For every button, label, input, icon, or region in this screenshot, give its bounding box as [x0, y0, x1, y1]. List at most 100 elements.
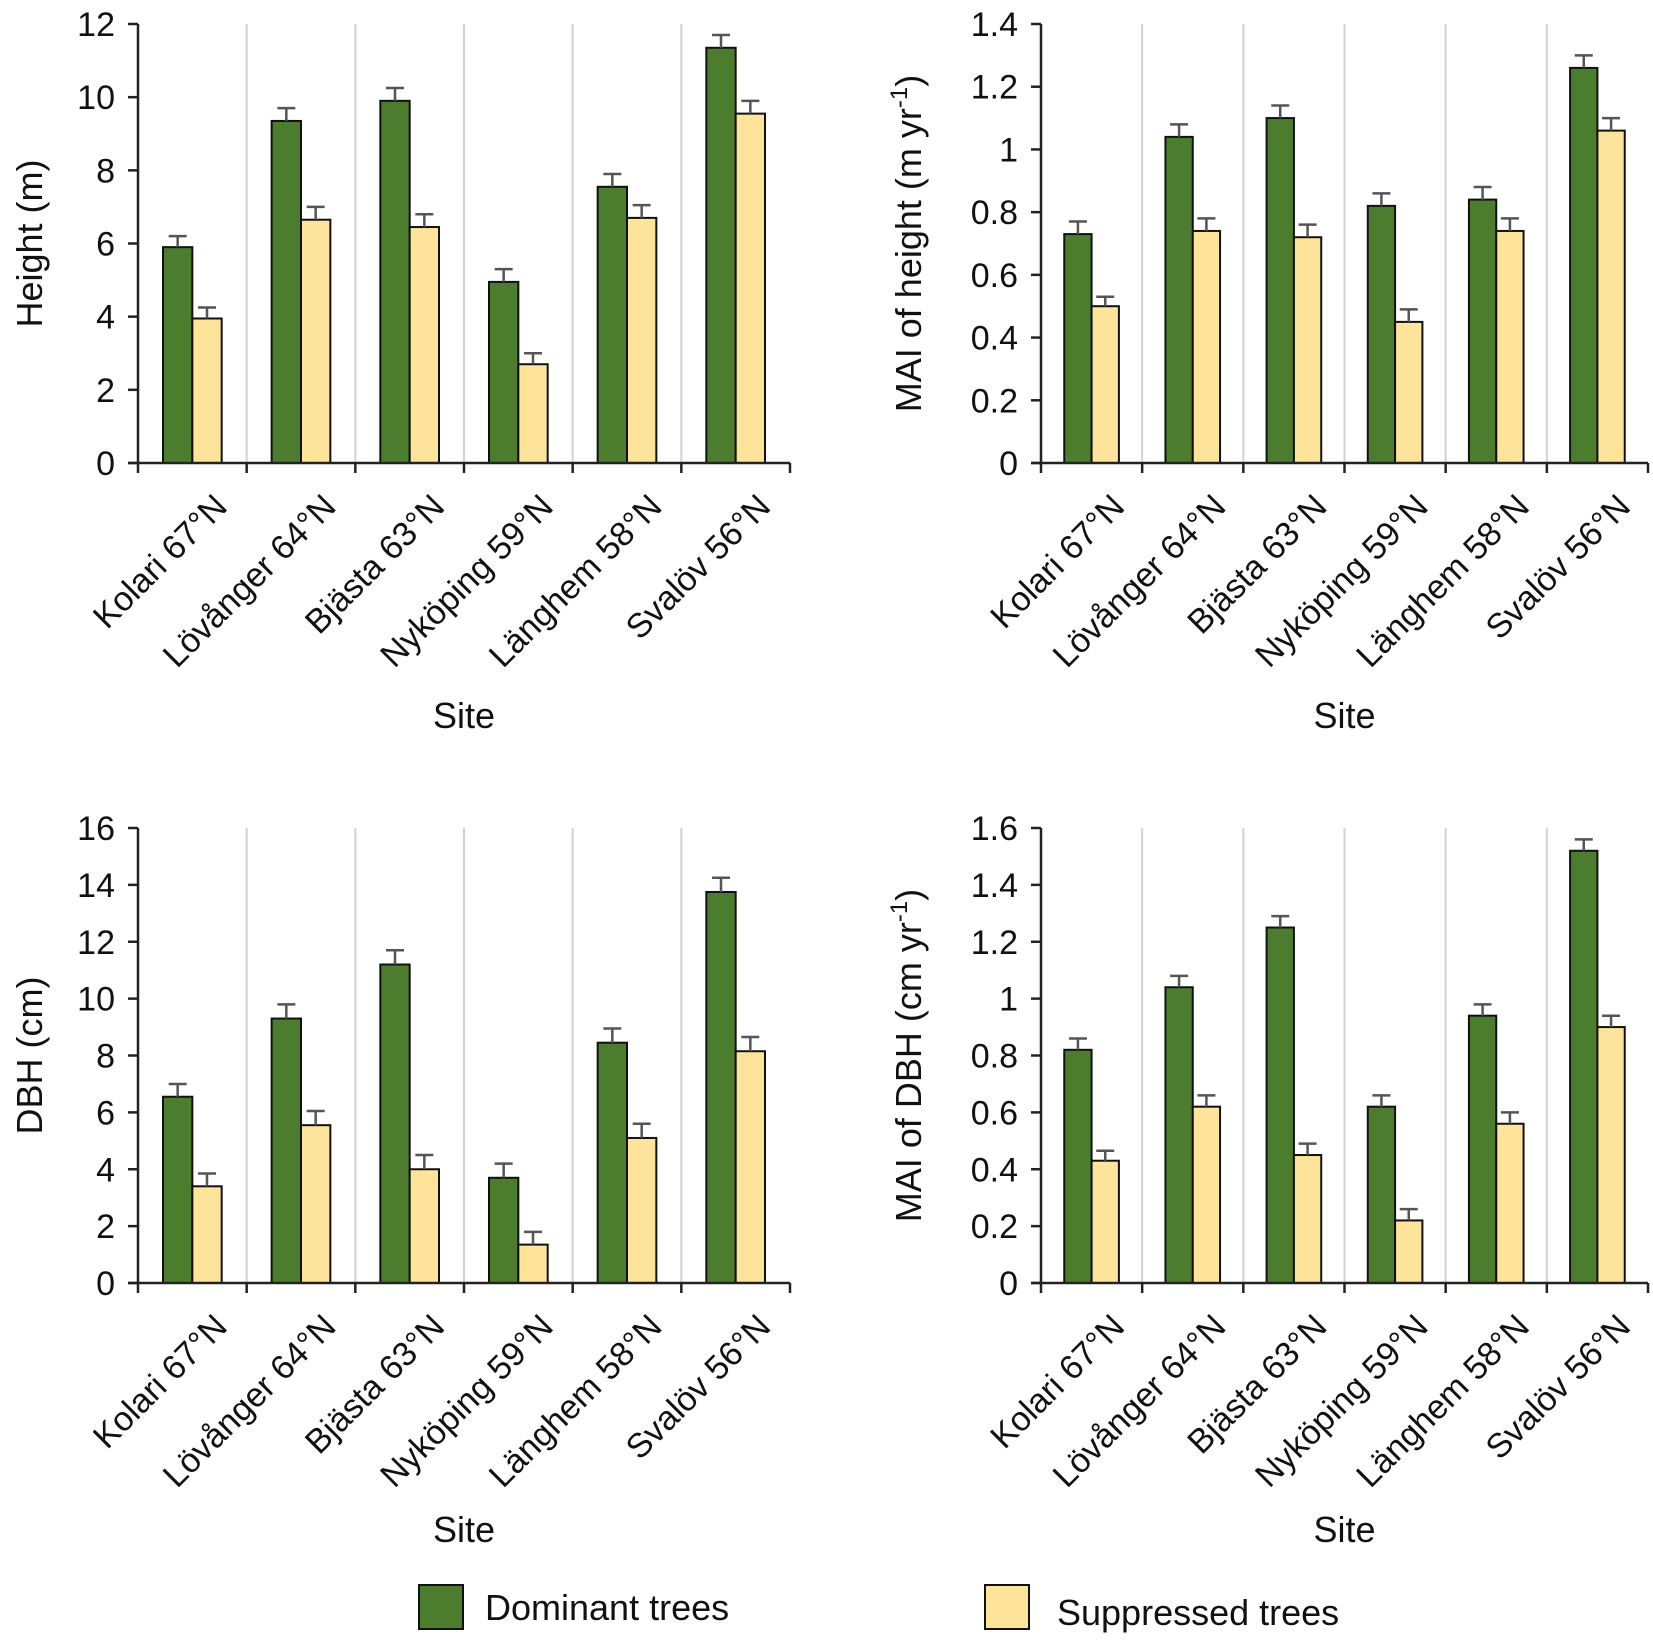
dbh-y-tick-label-6: 12	[77, 924, 115, 962]
dbh-suppressed-bar-5	[734, 1050, 767, 1284]
mai-dbh-y-axis-title-main: MAI of DBH (cm yr	[888, 922, 929, 1222]
mai-dbh-y-axis-title: MAI of DBH (cm yr-1)	[886, 889, 929, 1222]
mai-dbh-y-tick-label-4: 0.8	[971, 1038, 1018, 1076]
mai-height-suppressed-bar-0	[1090, 305, 1120, 465]
mai-dbh-suppressed-bar-5	[1596, 1026, 1626, 1284]
dbh-dominant-bar-4	[596, 1041, 628, 1284]
height-suppressed-bar-5	[734, 112, 767, 464]
height-dominant-bar-2	[379, 99, 411, 464]
legend-dominant-swatch	[418, 1584, 464, 1630]
height-x-axis-title: Site	[433, 695, 495, 736]
mai-height-x-tick-label-3: Nyköping 59°N	[1248, 487, 1436, 675]
height-suppressed-bar-0	[191, 317, 223, 464]
dbh-dominant-bar-1	[270, 1017, 303, 1284]
mai-height-x-tick-label-4: Länghem 58°N	[1349, 487, 1537, 675]
dbh-suppressed-bar-2	[408, 1168, 441, 1284]
mai-height-suppressed-bar-2	[1292, 236, 1323, 464]
height-y-axis-title: Height (m)	[9, 159, 50, 327]
height-y-tick-label-3: 6	[96, 226, 115, 264]
mai-dbh-y-tick-label-1: 0.2	[971, 1208, 1018, 1246]
height-y-axis-title-main: Height (m)	[9, 159, 50, 327]
height-suppressed-bar-2	[408, 226, 441, 464]
mai-dbh-suppressed-bar-1	[1191, 1105, 1222, 1284]
mai-dbh-y-tick-label-3: 0.6	[971, 1094, 1018, 1132]
mai-height-y-tick-label-4: 0.8	[971, 194, 1018, 232]
mai-dbh-x-tick-label-4: Länghem 58°N	[1349, 1307, 1537, 1495]
mai-dbh-dominant-bar-4	[1467, 1014, 1498, 1284]
dbh-y-tick-label-4: 8	[96, 1038, 115, 1076]
mai-dbh-dominant-bar-5	[1569, 849, 1599, 1284]
mai-height-x-axis-title: Site	[1313, 695, 1375, 736]
height-y-tick-label-1: 2	[96, 372, 115, 410]
mai-height-dominant-bar-0	[1063, 233, 1093, 464]
mai-dbh-y-tick-label-8: 1.6	[971, 810, 1018, 848]
legend-suppressed-label: Suppressed trees	[1057, 1592, 1339, 1633]
height-y-tick-label-2: 4	[96, 299, 115, 337]
height-y-tick-label-6: 12	[77, 6, 115, 44]
dbh-y-tick-label-0: 0	[96, 1265, 115, 1303]
mai-dbh-dominant-bar-1	[1164, 986, 1194, 1284]
dbh-y-tick-label-8: 16	[77, 810, 115, 848]
mai-dbh-dominant-bar-3	[1366, 1105, 1397, 1284]
mai-height-y-tick-label-2: 0.4	[971, 320, 1018, 358]
dbh-y-tick-label-7: 14	[77, 867, 115, 905]
mai-height-dominant-bar-2	[1265, 117, 1295, 464]
height-suppressed-bar-4	[626, 216, 658, 464]
mai-dbh-dominant-bar-0	[1063, 1048, 1093, 1284]
mai-height-dominant-bar-4	[1467, 198, 1498, 464]
mai-dbh-dominant-bar-2	[1265, 926, 1295, 1284]
height-dominant-bar-0	[161, 246, 194, 464]
mai-height-y-axis-title-main: MAI of height (m yr	[888, 108, 929, 412]
mai-height-y-tick-label-3: 0.6	[971, 257, 1018, 295]
dbh-y-tick-label-3: 6	[96, 1094, 115, 1132]
mai-height-y-tick-label-6: 1.2	[971, 69, 1018, 107]
mai-dbh-y-tick-label-0: 0	[999, 1265, 1018, 1303]
mai-dbh-y-axis-title-end: )	[888, 889, 929, 901]
height-dominant-bar-3	[487, 280, 520, 464]
height-suppressed-bar-3	[517, 363, 549, 465]
mai-height-y-tick-label-5: 1	[999, 131, 1018, 169]
legend: Dominant trees Suppressed trees	[418, 1584, 1339, 1633]
mai-height-y-tick-label-1: 0.2	[971, 382, 1018, 420]
mai-height-dominant-bar-5	[1569, 66, 1599, 465]
mai-dbh-x-axis-title: Site	[1313, 1509, 1375, 1550]
dbh-dominant-bar-3	[487, 1176, 520, 1284]
mai-height-suppressed-bar-1	[1191, 229, 1222, 464]
mai-height-y-tick-label-0: 0	[999, 445, 1018, 483]
dbh-dominant-bar-2	[379, 963, 411, 1284]
dbh-y-axis-title: DBH (cm)	[9, 977, 50, 1135]
dbh-y-tick-label-5: 10	[77, 981, 115, 1019]
mai-dbh-y-tick-label-5: 1	[999, 981, 1018, 1019]
mai-height-y-axis-title-end: )	[888, 75, 929, 87]
dbh-x-axis-title: Site	[433, 1509, 495, 1550]
mai-dbh-y-tick-label-2: 0.4	[971, 1151, 1018, 1189]
mai-height-y-axis-title: MAI of height (m yr-1)	[886, 75, 929, 412]
legend-dominant-label: Dominant trees	[485, 1587, 729, 1628]
mai-height-suppressed-bar-5	[1596, 129, 1626, 464]
mai-dbh-suppressed-bar-0	[1090, 1159, 1120, 1284]
mai-dbh-suppressed-bar-4	[1495, 1122, 1525, 1284]
mai-dbh-suppressed-bar-2	[1292, 1154, 1323, 1284]
mai-height-suppressed-bar-3	[1394, 320, 1424, 464]
mai-height-y-tick-label-7: 1.4	[971, 6, 1018, 44]
height-dominant-bar-5	[705, 46, 737, 464]
dbh-suppressed-bar-3	[517, 1243, 549, 1284]
mai-height-y-axis-title-superscript: -1	[886, 87, 913, 108]
mai-height-suppressed-bar-4	[1495, 229, 1525, 464]
legend-suppressed-swatch	[984, 1584, 1030, 1630]
height-suppressed-bar-1	[300, 218, 332, 464]
mai-dbh-y-tick-label-7: 1.4	[971, 867, 1018, 905]
height-y-tick-label-5: 10	[77, 79, 115, 117]
mai-height-dominant-bar-1	[1164, 135, 1194, 464]
height-dominant-bar-1	[270, 119, 303, 464]
mai-dbh-x-tick-label-1: Lövånger 64°N	[1046, 1307, 1234, 1495]
mai-height-x-tick-label-1: Lövånger 64°N	[1046, 487, 1234, 675]
dbh-y-tick-label-1: 2	[96, 1208, 115, 1246]
height-y-tick-label-0: 0	[96, 445, 115, 483]
height-dominant-bar-4	[596, 185, 628, 464]
dbh-suppressed-bar-1	[300, 1124, 332, 1284]
